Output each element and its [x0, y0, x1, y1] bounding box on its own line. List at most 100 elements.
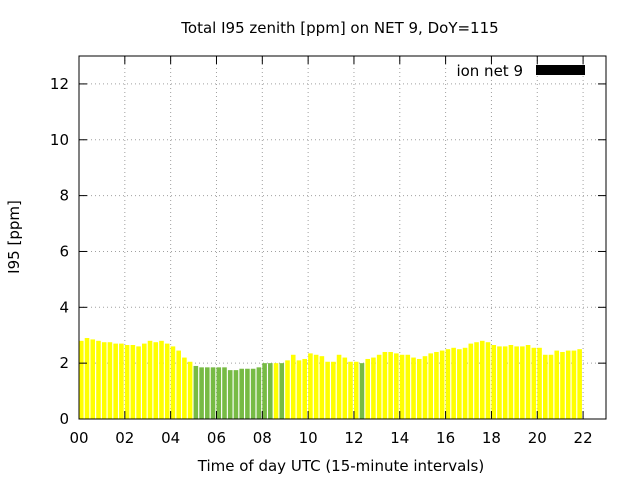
bar: [376, 354, 382, 419]
bar: [256, 367, 262, 419]
bar: [485, 342, 491, 419]
bar: [336, 354, 342, 419]
bar: [462, 347, 468, 419]
bar: [502, 346, 508, 419]
bar: [560, 351, 565, 419]
bar: [388, 351, 393, 419]
x-tick-label: 08: [253, 429, 272, 447]
x-tick-label: 20: [528, 429, 547, 447]
bar: [216, 367, 222, 419]
bar: [164, 343, 170, 419]
y-tick-label: 0: [59, 410, 69, 428]
bar: [399, 354, 405, 419]
bar: [359, 363, 365, 419]
bar: [142, 343, 147, 419]
x-tick-label: 22: [574, 429, 593, 447]
bar: [285, 360, 290, 419]
bar: [79, 340, 84, 419]
bar: [245, 368, 250, 419]
bar: [428, 353, 434, 419]
bar: [273, 363, 279, 419]
x-axis-label: Time of day UTC (15-minute intervals): [197, 457, 484, 475]
bar: [279, 363, 285, 419]
bar: [268, 363, 273, 419]
bar: [187, 361, 193, 419]
bar: [101, 342, 107, 419]
bar: [119, 343, 124, 419]
bar: [342, 357, 348, 419]
bar: [313, 354, 319, 419]
x-tick-label: 04: [161, 429, 180, 447]
bar: [262, 363, 267, 419]
bar: [331, 361, 336, 419]
bar: [302, 358, 307, 419]
bar: [227, 370, 233, 419]
grid-lines: [79, 56, 606, 419]
legend-swatch: [536, 65, 585, 75]
bar: [325, 361, 330, 419]
chart-title: Total I95 zenith [ppm] on NET 9, DoY=115: [180, 19, 498, 37]
bar: [508, 345, 514, 419]
x-tick-label: 06: [207, 429, 226, 447]
bar: [394, 353, 399, 419]
bar: [451, 347, 456, 419]
y-tick-label: 10: [50, 131, 69, 149]
x-tick-label: 00: [69, 429, 88, 447]
bar: [439, 350, 445, 419]
bar: [411, 357, 416, 419]
bar: [371, 357, 376, 419]
bar: [348, 361, 353, 419]
bar: [199, 367, 204, 419]
bar: [130, 345, 136, 419]
bar: [210, 367, 216, 419]
x-tick-label: 18: [482, 429, 501, 447]
bar: [239, 368, 244, 419]
bar: [445, 349, 451, 419]
bar: [434, 351, 439, 419]
y-tick-label: 4: [59, 298, 69, 316]
bar: [159, 340, 164, 419]
bar: [416, 358, 422, 419]
bar: [136, 346, 141, 419]
bar: [548, 354, 554, 419]
y-tick-label: 8: [59, 187, 69, 205]
bar: [250, 368, 256, 419]
bar: [222, 367, 227, 419]
bar: [542, 354, 548, 419]
bar: [531, 347, 537, 419]
bar: [147, 340, 153, 419]
bar: [382, 351, 388, 419]
x-tick-label: 02: [115, 429, 134, 447]
bar: [525, 345, 531, 419]
bar: [296, 360, 302, 419]
bar: [353, 361, 359, 419]
bar: [308, 353, 313, 419]
bar: [514, 346, 519, 419]
bar: [176, 350, 181, 419]
bar: [554, 350, 560, 419]
x-tick-label: 10: [299, 429, 318, 447]
bar: [107, 342, 113, 419]
bar: [520, 346, 525, 419]
y-tick-label: 6: [59, 242, 69, 260]
bar: [365, 358, 370, 419]
bar: [170, 346, 176, 419]
bar: [90, 339, 96, 419]
bars-group: [79, 338, 582, 419]
legend: ion net 9: [456, 62, 585, 80]
x-tick-label: 16: [436, 429, 455, 447]
bar: [565, 350, 571, 419]
bar: [205, 367, 210, 419]
bar: [571, 350, 577, 419]
plot-frame: [78, 55, 607, 420]
bar: [405, 354, 411, 419]
bar: [182, 357, 187, 419]
bar: [537, 347, 542, 419]
x-tick-label: 12: [344, 429, 363, 447]
bar: [290, 354, 296, 419]
bar: [422, 356, 428, 419]
bar: [468, 343, 474, 419]
bar: [577, 349, 582, 419]
